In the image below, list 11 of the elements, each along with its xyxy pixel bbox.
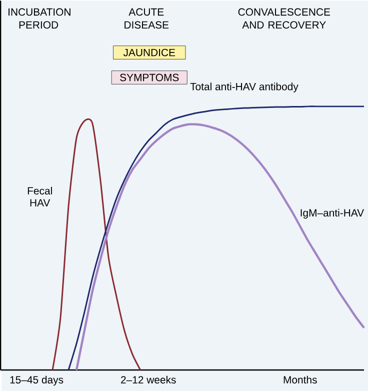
x-tick-label: 2–12 weeks: [121, 376, 176, 384]
text: CONVALESCENCE AND RECOVERY: [238, 8, 330, 29]
series-label: IgM–anti-HAV: [300, 208, 364, 219]
text: ACUTE DISEASE: [124, 8, 169, 29]
series-label: Total anti-HAV antibody: [190, 82, 298, 92]
text: INCUBATION PERIOD: [8, 8, 70, 29]
series-label: Fecal HAV: [28, 186, 52, 206]
text: SYMPTOMS: [120, 74, 179, 82]
text: JAUNDICE: [123, 48, 176, 56]
x-tick-label: Months: [284, 376, 317, 384]
x-tick-label: 15–45 days: [10, 376, 64, 386]
